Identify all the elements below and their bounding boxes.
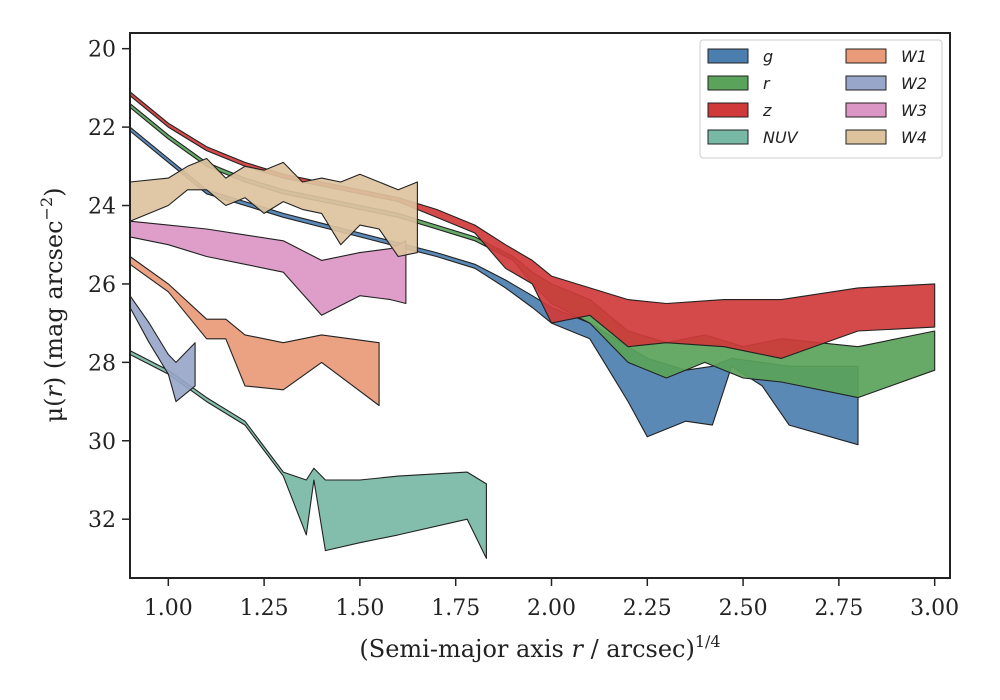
x-tick-label: 1.75 <box>431 596 480 621</box>
y-tick-label: 22 <box>88 116 116 141</box>
area-W1 <box>129 255 380 407</box>
plot-frame <box>129 32 951 579</box>
y-tick-label: 30 <box>88 430 116 455</box>
legend-label-NUV: NUV <box>763 128 799 147</box>
x-axis-label-main: (Semi-major axis <box>359 635 571 663</box>
legend-label-W4: W4 <box>901 128 927 147</box>
legend-label-z: z <box>762 101 772 120</box>
y-tick-label: 20 <box>88 38 116 63</box>
x-axis-ticks: 1.00 1.25 1.50 1.75 2.00 2.25 2.50 2.75 3.00 <box>144 578 959 621</box>
x-tick-label: 1.00 <box>144 596 193 621</box>
legend-box <box>699 39 943 159</box>
legend-swatch-z <box>707 102 749 118</box>
y-tick-label: 24 <box>88 195 116 220</box>
area-W2 <box>129 295 196 403</box>
legend-swatch-W4 <box>845 129 887 145</box>
x-tick-label: 2.50 <box>719 596 768 621</box>
y-axis-label-exp: −2 <box>37 197 56 221</box>
area-W4 <box>129 157 418 258</box>
area-W3 <box>129 220 407 316</box>
legend-swatch-g <box>707 48 749 64</box>
x-tick-label: 2.25 <box>623 596 672 621</box>
legend-label-W1: W1 <box>901 47 927 66</box>
x-axis-label-var: r <box>571 635 584 663</box>
x-tick-label: 3.00 <box>910 596 959 621</box>
x-tick-label: 1.25 <box>240 596 289 621</box>
legend-label-W3: W3 <box>901 101 927 120</box>
y-axis-label-main: μ( <box>40 398 68 423</box>
legend-label-r: r <box>763 74 771 93</box>
y-tick-label: 32 <box>88 508 116 533</box>
x-tick-label: 2.00 <box>527 596 576 621</box>
legend-label-W2: W2 <box>901 74 927 93</box>
y-tick-label: 26 <box>88 273 116 298</box>
y-axis-ticks: 20 22 24 26 28 30 32 <box>88 38 130 533</box>
y-axis-label: μ(r) (mag arcsec−2) <box>37 187 68 422</box>
x-tick-label: 1.50 <box>335 596 384 621</box>
legend-swatch-r <box>707 75 749 91</box>
y-axis-label-close: ) <box>40 187 68 196</box>
legend-swatch-W1 <box>845 48 887 64</box>
x-axis-label-unit: / arcsec) <box>583 635 695 663</box>
x-axis-label: (Semi-major axis r / arcsec)1/4 <box>359 632 720 663</box>
legend-swatch-W3 <box>845 102 887 118</box>
y-axis-label-unit: ) (mag arcsec <box>40 220 68 386</box>
x-axis-label-exp: 1/4 <box>695 632 721 651</box>
legend-swatch-NUV <box>707 129 749 145</box>
legend: grz NUV W1 W2 W3 W4 <box>699 39 943 159</box>
x-tick-label: 2.75 <box>814 596 863 621</box>
plot-areas <box>129 91 936 559</box>
legend-swatch-W2 <box>845 75 887 91</box>
legend-label-g: g <box>763 47 773 66</box>
y-axis-label-var: r <box>40 385 68 398</box>
area-NUV <box>129 350 487 559</box>
y-tick-label: 28 <box>88 351 116 376</box>
